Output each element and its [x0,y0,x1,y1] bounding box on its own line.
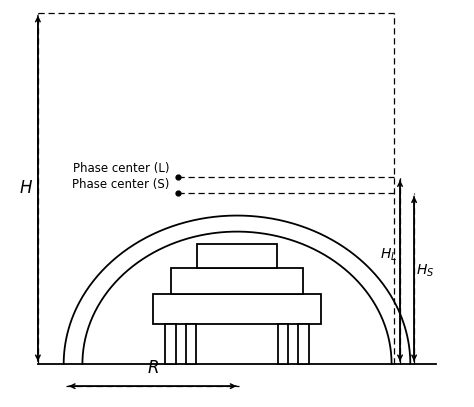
Text: Phase center (L): Phase center (L) [73,162,169,175]
Bar [186,324,196,364]
Bar [197,244,277,268]
Bar [298,324,309,364]
Text: $R$: $R$ [146,360,159,377]
Bar [278,324,288,364]
Text: $H_L$: $H_L$ [381,247,398,263]
Text: Phase center (S): Phase center (S) [72,178,169,191]
Text: $H$: $H$ [19,180,33,197]
Bar [153,294,321,324]
Bar [172,268,302,294]
Text: $H_S$: $H_S$ [417,263,435,279]
Bar [165,324,176,364]
